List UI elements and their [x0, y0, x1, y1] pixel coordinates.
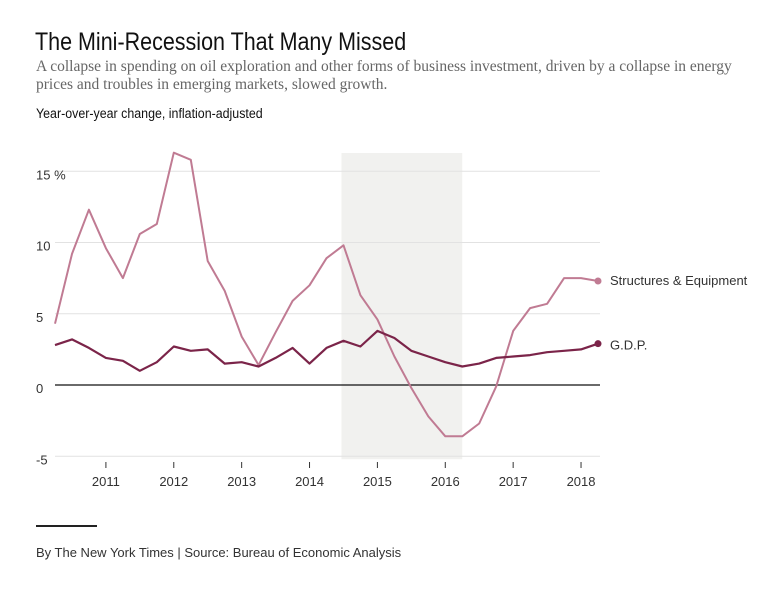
- y-tick-label: -5: [36, 452, 48, 467]
- footer-rule: [36, 525, 97, 527]
- series-label-gdp: G.D.P.: [610, 338, 647, 353]
- x-tick-label: 2015: [363, 474, 392, 489]
- x-tick-label: 2014: [295, 474, 324, 489]
- x-tick-label: 2013: [227, 474, 256, 489]
- chart-subtitle: A collapse in spending on oil exploratio…: [36, 58, 732, 93]
- x-tick-label: 2018: [567, 474, 596, 489]
- x-tick-label: 2016: [431, 474, 460, 489]
- y-tick-label: 15 %: [36, 167, 66, 182]
- x-tick-label: 2011: [92, 474, 120, 489]
- x-tick-label: 2017: [499, 474, 528, 489]
- y-tick-label: 0: [36, 381, 43, 396]
- series-endpoint-gdp: [594, 340, 602, 348]
- series-label-structures-equipment: Structures & Equipment: [610, 273, 748, 288]
- shaded-recession-period: [341, 153, 463, 460]
- y-axis-label: Year-over-year change, inflation-adjuste…: [36, 106, 263, 121]
- source-credit: By The New York Times | Source: Bureau o…: [36, 545, 402, 560]
- y-tick-label: 5: [36, 310, 43, 325]
- series-line-structures-equipment: [54, 151, 599, 438]
- x-tick-label: 2012: [159, 474, 188, 489]
- chart-title: The Mini-Recession That Many Missed: [35, 28, 407, 56]
- series-line-gdp: [54, 329, 599, 372]
- y-tick-label: 10: [36, 239, 50, 254]
- series-endpoint-structures-equipment: [594, 277, 602, 285]
